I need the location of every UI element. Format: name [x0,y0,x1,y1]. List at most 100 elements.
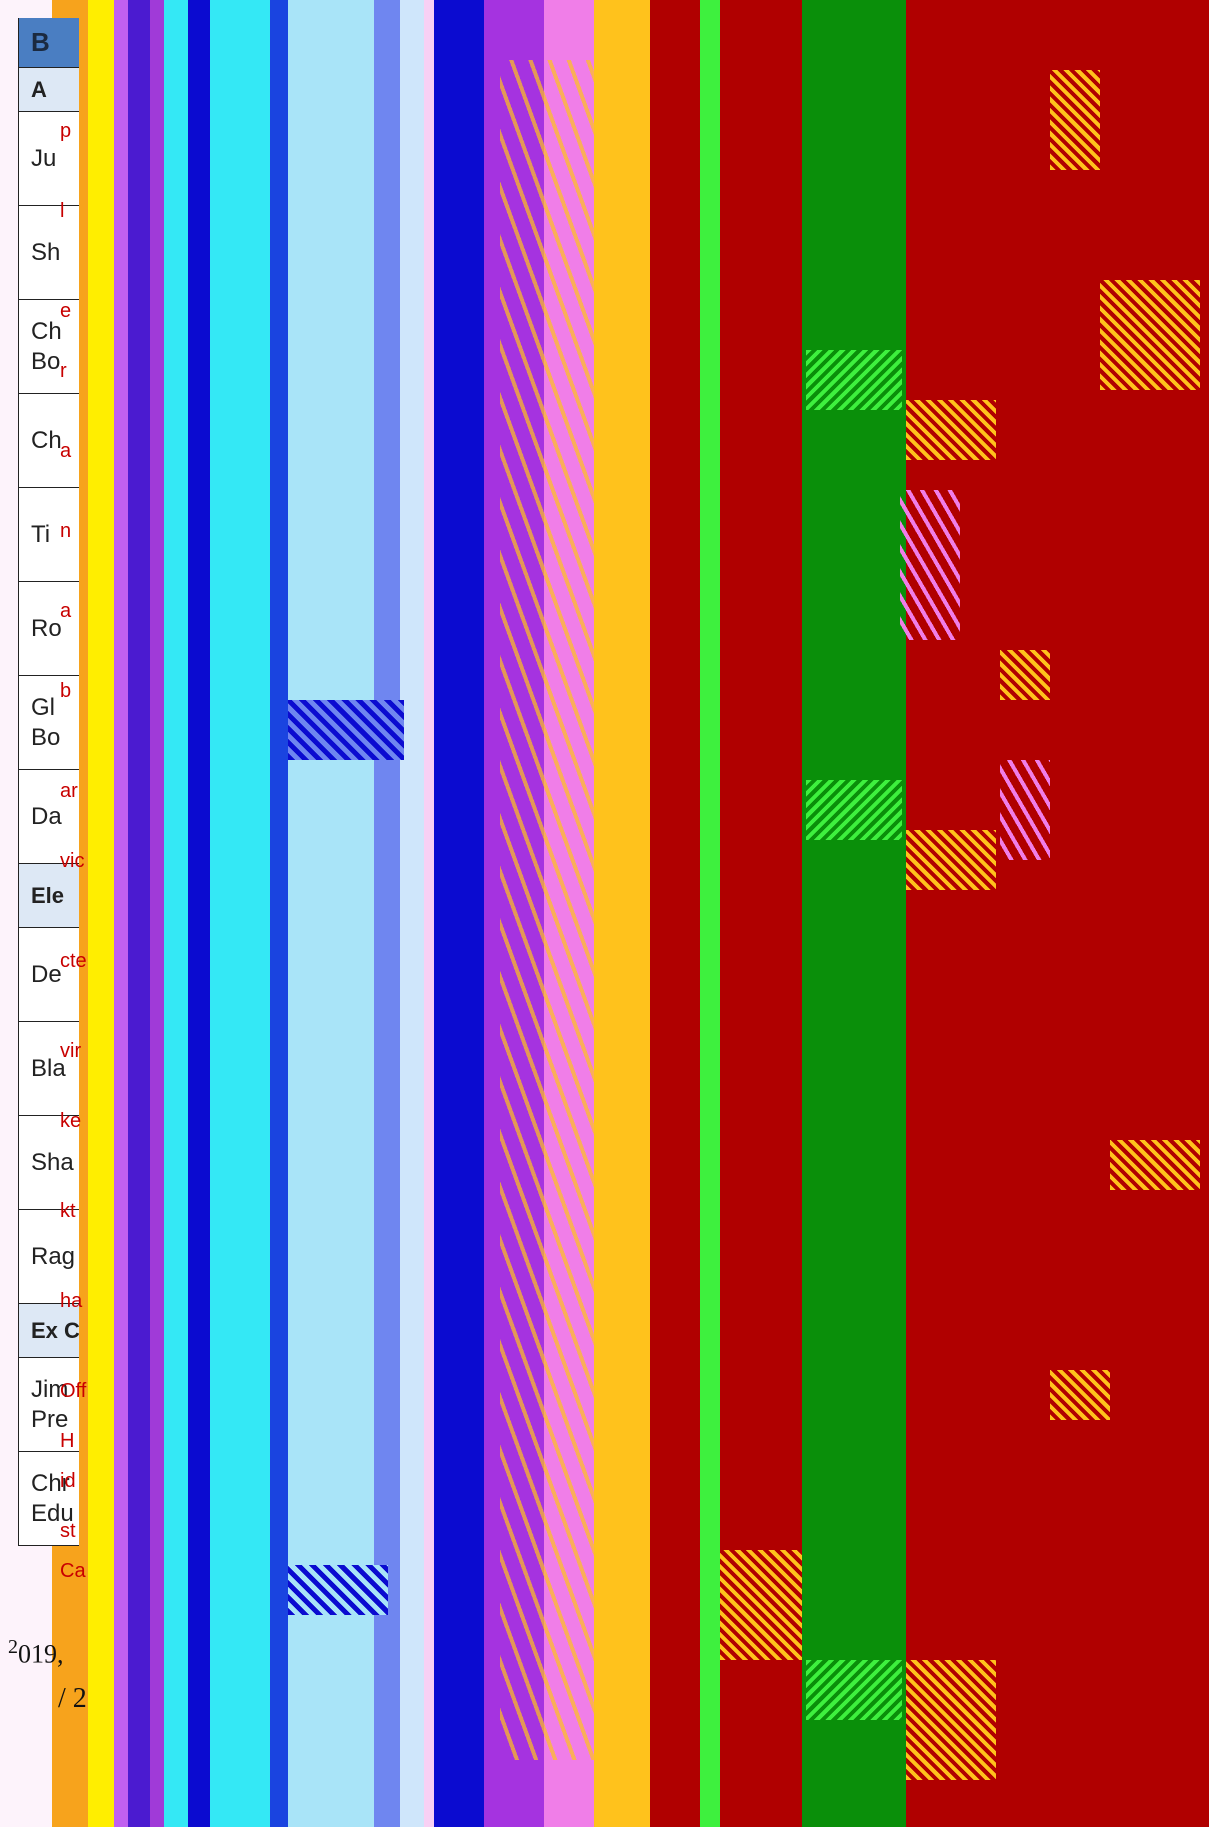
text-fragment: a [60,600,72,622]
table-cell-text: Bla [31,1054,66,1082]
table-cell-text: Gl [31,693,55,721]
gold-patch [720,1550,802,1660]
page-number: / 2 [58,1683,87,1714]
text-fragment: cte [60,950,87,972]
table-row: Da [19,770,79,864]
text-fragment: a [60,440,72,462]
table-cell-text: Ex C [31,1317,79,1343]
red-band-3 [906,0,1209,1827]
gold-patch [1000,650,1050,700]
text-fragment: ha [60,1290,83,1312]
text-fragment: p [60,120,72,142]
purple-band [114,0,128,1827]
text-fragment: b [60,680,72,702]
red-band-1 [650,0,700,1827]
table-cell-text: Ju [31,144,57,172]
table-row: Ch [19,394,79,488]
table-cell-text: De [31,960,62,988]
text-fragment: vir [60,1040,82,1062]
table-row: Gl Bo [19,676,79,770]
green-band [802,0,906,1827]
gold-patch [906,1660,996,1780]
table-row: Ju [19,112,79,206]
navy-patch [288,700,404,760]
navy-band-2 [434,0,484,1827]
lime-patch [806,350,902,410]
pink-thin-band [424,0,434,1827]
gold-patch [1110,1140,1200,1190]
table-cell-text: Bo [31,347,61,375]
gold-patch [1050,1370,1110,1420]
text-fragment: r [60,360,67,382]
table-row: Sha [19,1116,79,1210]
text-fragment: st [60,1520,76,1542]
table-cell-text: B [31,27,50,57]
table-cell-text: Jim [31,1375,69,1403]
paleblue-band [400,0,424,1827]
lime-patch [806,1660,902,1720]
table-section-header: B [19,18,79,68]
table-cell-text: Sh [31,238,61,266]
pink-squiggle [900,490,960,640]
text-fragment: vic [60,850,85,872]
lime-patch [806,780,902,840]
table-row: Jim Pre [19,1358,79,1452]
table-cell-text: Rag [31,1242,76,1270]
violet-band [150,0,164,1827]
table-cell-text: Edu [31,1499,74,1527]
table-section-header: Ex C [19,1304,79,1358]
table-cell-text: Da [31,802,62,830]
royal-band [270,0,288,1827]
table-section-header: A [19,68,79,112]
text-fragment: Ca [60,1560,86,1582]
gold-patch [1050,70,1100,170]
table-row: Rag [19,1210,79,1304]
text-fragment: id [60,1470,76,1492]
lightblue-band [288,0,374,1827]
table-cell-text: Ch [31,317,62,345]
gold-patch [1100,280,1200,390]
pink-squiggle [500,60,640,1760]
text-fragment: kt [60,1200,76,1222]
text-fragment: H [60,1430,75,1452]
cyan-band-1 [164,0,188,1827]
lime-band [700,0,720,1827]
table-cell-text: Ch [31,426,62,454]
navy-band-1 [188,0,210,1827]
text-fragment: ar [60,780,78,802]
date-prefix: 2 [8,1636,18,1658]
table-cell-text: Ro [31,614,62,642]
document-table: B A Ju Sh Ch Bo Ch Ti Ro Gl Bo Da Ele De Bla Sha Rag Ex C… [18,18,79,1546]
text-fragment: Off [60,1380,87,1402]
table-cell-text: Pre [31,1405,69,1433]
table-cell-text: Ele [31,882,65,908]
table-row: Ch Bo [19,300,79,394]
date-rest: 019, [18,1639,64,1669]
table-cell-text: Bo [31,723,61,751]
text-fragment: ke [60,1110,82,1132]
table-row: Ti [19,488,79,582]
gold-patch [906,830,996,890]
table-cell-text: Chr [31,1469,70,1497]
table-section-header: Ele [19,864,79,928]
footer-date: 2019, [8,1636,64,1670]
text-fragment: e [60,300,72,322]
indigo-band [128,0,150,1827]
gold-patch [906,400,996,460]
table-cell-text: Ti [31,520,51,548]
table-row: Chr Edu [19,1452,79,1546]
table-row: Ro [19,582,79,676]
table-row: Sh [19,206,79,300]
table-cell-text: Sha [31,1148,74,1176]
text-fragment: l [60,200,65,222]
cyan-band-2 [210,0,270,1827]
yellow-band [88,0,114,1827]
table-row: De [19,928,79,1022]
table-row: Bla [19,1022,79,1116]
pink-squiggle [1000,760,1050,860]
text-fragment: n [60,520,72,542]
table-cell-text: A [31,76,47,102]
navy-patch [288,1565,388,1615]
red-band-2 [720,0,802,1827]
